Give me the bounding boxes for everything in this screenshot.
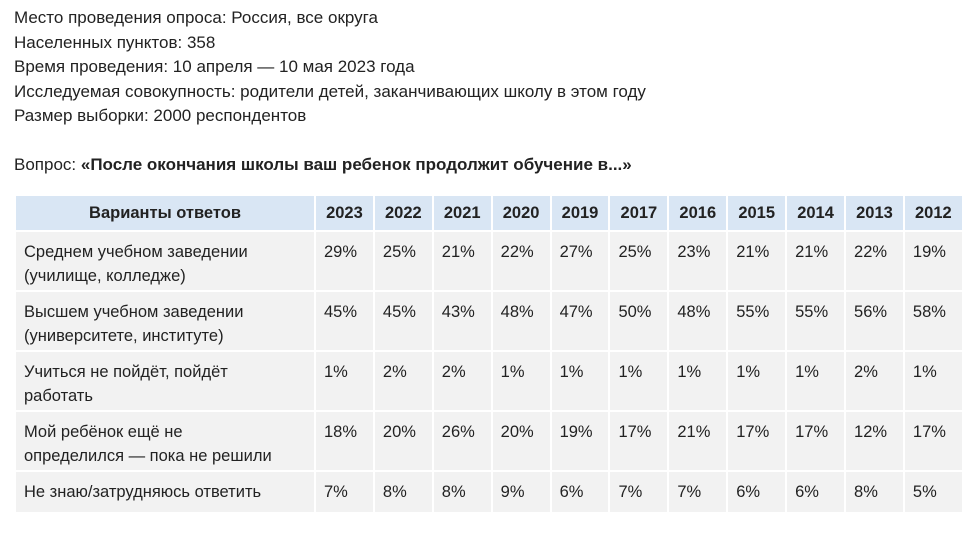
percent-cell: 48% <box>667 290 729 352</box>
question-prefix: Вопрос: <box>14 155 81 174</box>
percent-cell: 20% <box>372 410 434 472</box>
answer-label-line: (университете, институте) <box>24 327 224 345</box>
percent-cell: 8% <box>844 470 905 514</box>
percent-cell: 21% <box>726 230 788 292</box>
table-row: Учиться не пойдёт, пойдёт работать 1% 2% … <box>14 350 964 412</box>
percent-cell: 9% <box>490 470 552 514</box>
percent-cell: 1% <box>549 350 611 412</box>
header-year: 2016 <box>667 194 729 232</box>
percent-cell: 17% <box>726 410 788 472</box>
percent-cell: 8% <box>372 470 434 514</box>
percent-cell: 55% <box>785 290 847 352</box>
answer-label: Учиться не пойдёт, пойдёт работать <box>14 350 316 412</box>
percent-cell: 21% <box>667 410 729 472</box>
percent-cell: 48% <box>490 290 552 352</box>
answer-label-line: работать <box>24 387 93 405</box>
answer-label: Не знаю/затрудняюсь ответить <box>14 470 316 514</box>
percent-cell: 6% <box>549 470 611 514</box>
percent-cell: 1% <box>314 350 375 412</box>
answer-label-line: Учиться не пойдёт, пойдёт <box>24 363 228 381</box>
percent-cell: 12% <box>844 410 905 472</box>
survey-settlements: Населенных пунктов: 358 <box>14 32 216 52</box>
percent-cell: 27% <box>549 230 611 292</box>
header-year: 2014 <box>785 194 847 232</box>
percent-cell: 21% <box>431 230 493 292</box>
percent-cell: 1% <box>667 350 729 412</box>
percent-cell: 1% <box>608 350 670 412</box>
table-row: Высшем учебном заведении (университете, и… <box>14 290 964 352</box>
percent-cell: 22% <box>844 230 905 292</box>
percent-cell: 19% <box>902 230 964 292</box>
header-year: 2023 <box>314 194 375 232</box>
answer-label-line: определился — пока не решили <box>24 447 272 465</box>
percent-cell: 47% <box>549 290 611 352</box>
percent-cell: 29% <box>314 230 375 292</box>
header-year: 2017 <box>608 194 670 232</box>
percent-cell: 25% <box>372 230 434 292</box>
percent-cell: 2% <box>431 350 493 412</box>
percent-cell: 45% <box>314 290 375 352</box>
percent-cell: 2% <box>372 350 434 412</box>
percent-cell: 56% <box>844 290 905 352</box>
percent-cell: 1% <box>726 350 788 412</box>
percent-cell: 45% <box>372 290 434 352</box>
percent-cell: 20% <box>490 410 552 472</box>
percent-cell: 43% <box>431 290 493 352</box>
percent-cell: 5% <box>902 470 964 514</box>
header-year: 2021 <box>431 194 493 232</box>
percent-cell: 2% <box>844 350 905 412</box>
answer-label-line: Не знаю/затрудняюсь ответить <box>24 483 262 501</box>
answer-label-line: Мой ребёнок ещё не <box>24 423 183 441</box>
percent-cell: 25% <box>608 230 670 292</box>
percent-cell: 50% <box>608 290 670 352</box>
table-header-row: Варианты ответов 2023 2022 2021 2020 201… <box>14 194 964 232</box>
question-text: «После окончания школы ваш ребенок продо… <box>80 155 632 174</box>
percent-cell: 7% <box>314 470 375 514</box>
survey-location: Место проведения опроса: Россия, все окр… <box>14 8 378 27</box>
percent-cell: 7% <box>608 470 670 514</box>
header-year: 2022 <box>372 194 434 232</box>
percent-cell: 1% <box>490 350 552 412</box>
percent-cell: 55% <box>726 290 788 352</box>
percent-cell: 6% <box>785 470 847 514</box>
percent-cell: 18% <box>314 410 375 472</box>
header-year: 2020 <box>490 194 552 232</box>
answer-label-line: Высшем учебном заведении <box>24 303 244 321</box>
percent-cell: 19% <box>549 410 611 472</box>
percent-cell: 26% <box>431 410 493 472</box>
percent-cell: 58% <box>902 290 964 352</box>
answer-label: Среднем учебном заведении (училище, колле… <box>14 230 316 292</box>
survey-sample-size: Размер выборки: 2000 респондентов <box>14 106 307 125</box>
header-answer-options: Варианты ответов <box>14 194 316 232</box>
survey-question: Вопрос: «После окончания школы ваш ребен… <box>14 153 632 177</box>
percent-cell: 1% <box>785 350 847 412</box>
answer-label: Мой ребёнок ещё не определился — пока не … <box>14 410 316 472</box>
answer-label-line: (училище, колледже) <box>24 267 186 285</box>
header-year: 2013 <box>844 194 905 232</box>
table-row: Среднем учебном заведении (училище, колле… <box>14 230 964 292</box>
header-year: 2015 <box>726 194 788 232</box>
answer-label: Высшем учебном заведении (университете, и… <box>14 290 316 352</box>
header-year: 2019 <box>549 194 611 232</box>
percent-cell: 8% <box>431 470 493 514</box>
percent-cell: 17% <box>785 410 847 472</box>
percent-cell: 1% <box>902 350 964 412</box>
answer-label-line: Среднем учебном заведении <box>24 243 248 261</box>
table-row: Мой ребёнок ещё не определился — пока не … <box>14 410 964 472</box>
survey-info: Место проведения опроса: Россия, все окр… <box>14 6 646 129</box>
survey-population: Исследуемая совокупность: родители детей… <box>14 81 646 101</box>
percent-cell: 23% <box>667 230 729 292</box>
results-table: Варианты ответов 2023 2022 2021 2020 201… <box>14 194 964 514</box>
survey-period: Время проведения: 10 апреля — 10 мая 202… <box>14 57 415 76</box>
percent-cell: 7% <box>667 470 729 514</box>
header-year: 2012 <box>902 194 964 232</box>
percent-cell: 17% <box>902 410 964 472</box>
percent-cell: 6% <box>726 470 788 514</box>
percent-cell: 17% <box>608 410 670 472</box>
percent-cell: 21% <box>785 230 847 292</box>
table-row: Не знаю/затрудняюсь ответить 7% 8% 8% 9%… <box>14 470 964 514</box>
percent-cell: 22% <box>490 230 552 292</box>
